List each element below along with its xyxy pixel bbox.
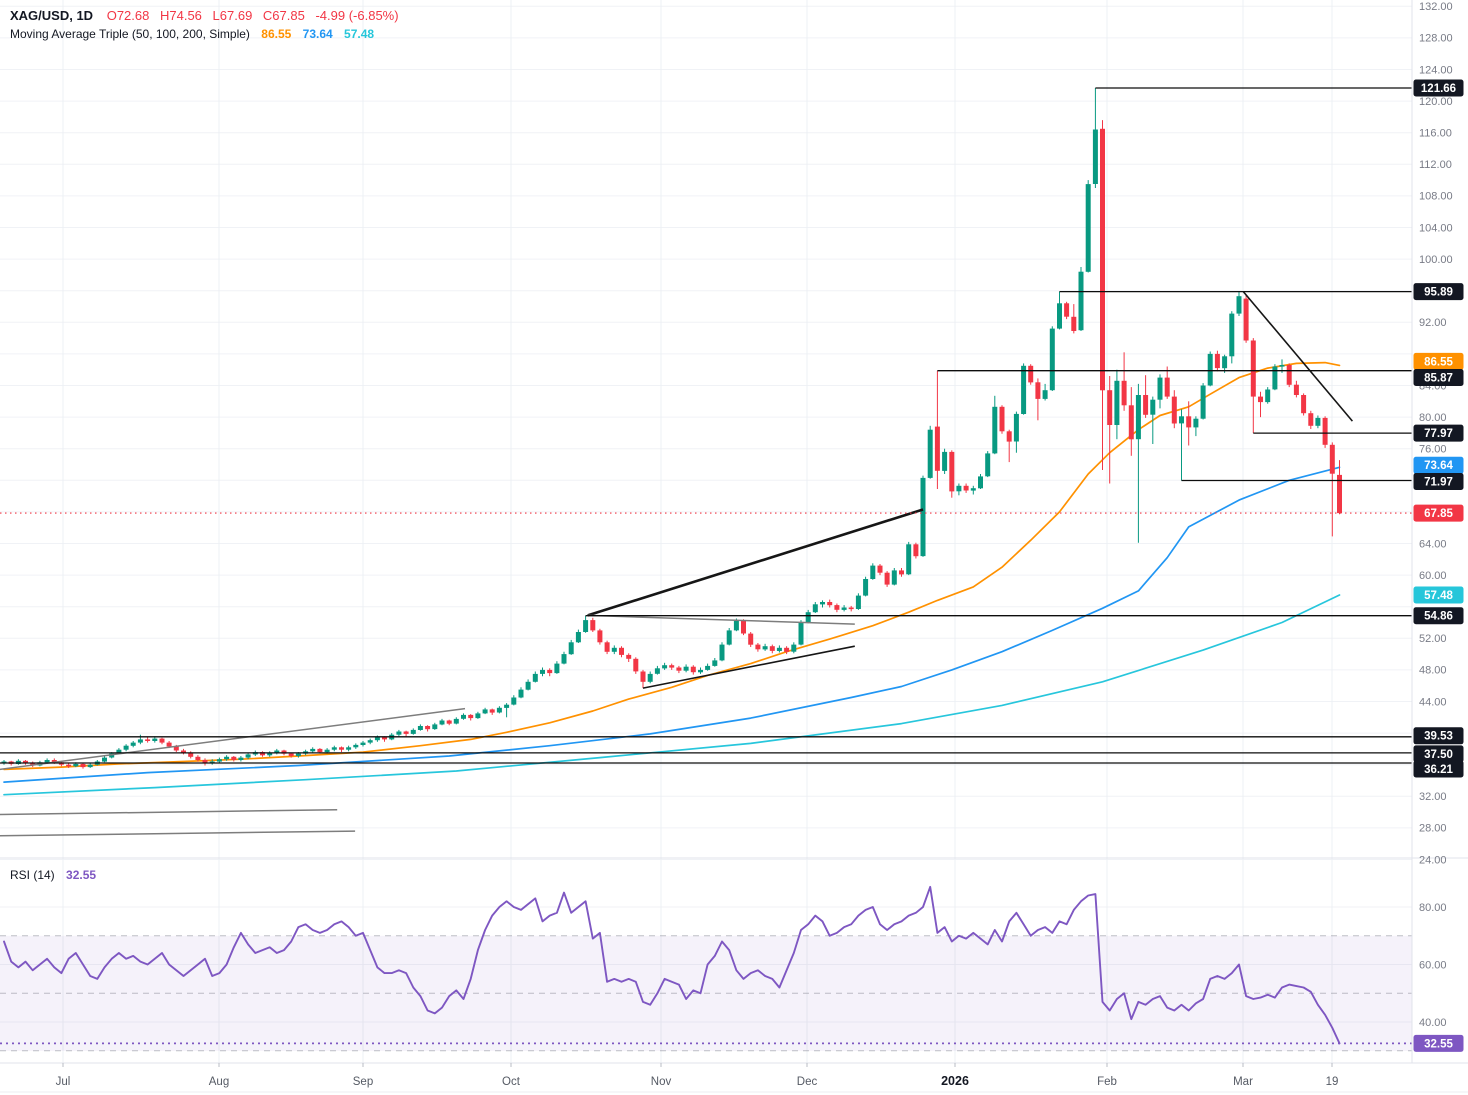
svg-text:32.55: 32.55 (1424, 1038, 1453, 1050)
svg-text:85.87: 85.87 (1424, 372, 1453, 384)
svg-text:67.85: 67.85 (1424, 508, 1453, 520)
ma50-value: 86.55 (261, 27, 292, 41)
svg-text:77.97: 77.97 (1424, 428, 1453, 440)
trendline (0, 808, 338, 816)
svg-text:28.00: 28.00 (1419, 823, 1447, 835)
rsi-pane[interactable] (0, 860, 1412, 1063)
svg-text:Jul: Jul (56, 1076, 71, 1088)
svg-text:128.00: 128.00 (1419, 33, 1453, 45)
trendline (587, 508, 924, 617)
price-axis-badges: 121.66 95.89 86.55 85.87 77.97 73.64 71.97 67.8… (1413, 79, 1464, 1052)
trendlines-layer[interactable] (0, 87, 1412, 837)
candles-layer (1, 88, 1342, 769)
rsi-legend-row[interactable]: RSI (14) 32.55 (10, 868, 96, 882)
svg-text:112.00: 112.00 (1419, 159, 1452, 171)
rsi-line (3, 885, 1341, 1045)
svg-text:32.00: 32.00 (1419, 791, 1447, 803)
ohlc-open: O72.68 (106, 8, 150, 23)
svg-text:80.00: 80.00 (1419, 412, 1447, 424)
svg-text:Mar: Mar (1233, 1076, 1253, 1088)
price-axis[interactable] (1412, 0, 1468, 1063)
svg-text:2026: 2026 (941, 1074, 969, 1088)
svg-text:80.00: 80.00 (1419, 902, 1447, 914)
ma-indicator-label[interactable]: Moving Average Triple (50, 100, 200, Sim… (10, 27, 250, 41)
svg-text:60.00: 60.00 (1419, 959, 1447, 971)
price-pane[interactable] (0, 0, 1412, 858)
svg-text:37.50: 37.50 (1424, 749, 1453, 761)
symbol-legend-row[interactable]: XAG/USD, 1D O72.68 H74.56 L67.69 C67.85 … (10, 6, 406, 25)
ohlc-close: C67.85 (262, 8, 305, 23)
time-axis-labels: Jul Aug Sep Oct Nov Dec 2026 Feb Mar 19 (56, 1063, 1339, 1088)
ohlc-change: -4.99 (-6.85%) (315, 8, 399, 23)
svg-text:64.00: 64.00 (1419, 538, 1447, 550)
svg-text:19: 19 (1326, 1076, 1339, 1088)
svg-text:Dec: Dec (797, 1076, 818, 1088)
rsi-indicator-label[interactable]: RSI (14) (10, 868, 55, 882)
trendline (642, 645, 855, 689)
svg-text:52.00: 52.00 (1419, 633, 1447, 645)
ma200-line (3, 594, 1341, 796)
trendline (0, 830, 356, 837)
svg-text:116.00: 116.00 (1419, 128, 1452, 140)
svg-text:Sep: Sep (353, 1076, 373, 1088)
svg-text:60.00: 60.00 (1419, 570, 1447, 582)
ma-legend-row[interactable]: Moving Average Triple (50, 100, 200, Sim… (10, 25, 406, 44)
svg-text:108.00: 108.00 (1419, 191, 1453, 203)
time-axis[interactable] (0, 1063, 1468, 1095)
trendline (0, 707, 466, 771)
legend: XAG/USD, 1D O72.68 H74.56 L67.69 C67.85 … (10, 6, 406, 44)
price-axis-labels: 132.00 128.00 124.00 120.00 116.00 112.00 108.… (1419, 1, 1453, 1029)
ma100-value: 73.64 (302, 27, 333, 41)
svg-text:86.55: 86.55 (1424, 356, 1453, 368)
svg-text:100.00: 100.00 (1419, 254, 1453, 266)
rsi-plot (0, 885, 1412, 1045)
svg-text:121.66: 121.66 (1421, 83, 1456, 95)
svg-text:Feb: Feb (1097, 1076, 1117, 1088)
svg-text:95.89: 95.89 (1424, 287, 1453, 299)
svg-text:Aug: Aug (209, 1076, 229, 1088)
pane-resize-handle[interactable] (0, 855, 1412, 861)
svg-text:104.00: 104.00 (1419, 222, 1453, 234)
svg-text:71.97: 71.97 (1424, 476, 1453, 488)
svg-text:92.00: 92.00 (1419, 317, 1447, 329)
ohlc-high: H74.56 (159, 8, 202, 23)
svg-text:24.00: 24.00 (1419, 854, 1447, 866)
rsi-current-value: 32.55 (66, 868, 97, 882)
svg-text:39.53: 39.53 (1424, 731, 1453, 743)
ma200-value: 57.48 (344, 27, 375, 41)
svg-text:73.64: 73.64 (1424, 460, 1453, 472)
svg-text:132.00: 132.00 (1419, 1, 1453, 13)
trendline (587, 614, 855, 625)
svg-text:Oct: Oct (502, 1076, 521, 1088)
ohlc-low: L67.69 (212, 8, 253, 23)
svg-text:40.00: 40.00 (1419, 1017, 1447, 1029)
svg-text:Nov: Nov (651, 1076, 672, 1088)
svg-text:76.00: 76.00 (1419, 444, 1447, 456)
svg-text:120.00: 120.00 (1419, 96, 1453, 108)
ma100-line (3, 466, 1341, 783)
grid-layer (0, 0, 1412, 1063)
svg-text:36.21: 36.21 (1424, 764, 1453, 776)
svg-text:48.00: 48.00 (1419, 665, 1447, 677)
svg-text:57.48: 57.48 (1424, 590, 1453, 602)
svg-text:44.00: 44.00 (1419, 696, 1447, 708)
symbol-title[interactable]: XAG/USD, 1D (10, 8, 94, 23)
svg-text:124.00: 124.00 (1419, 64, 1453, 76)
trendline (1242, 291, 1354, 422)
svg-text:54.86: 54.86 (1424, 611, 1453, 623)
